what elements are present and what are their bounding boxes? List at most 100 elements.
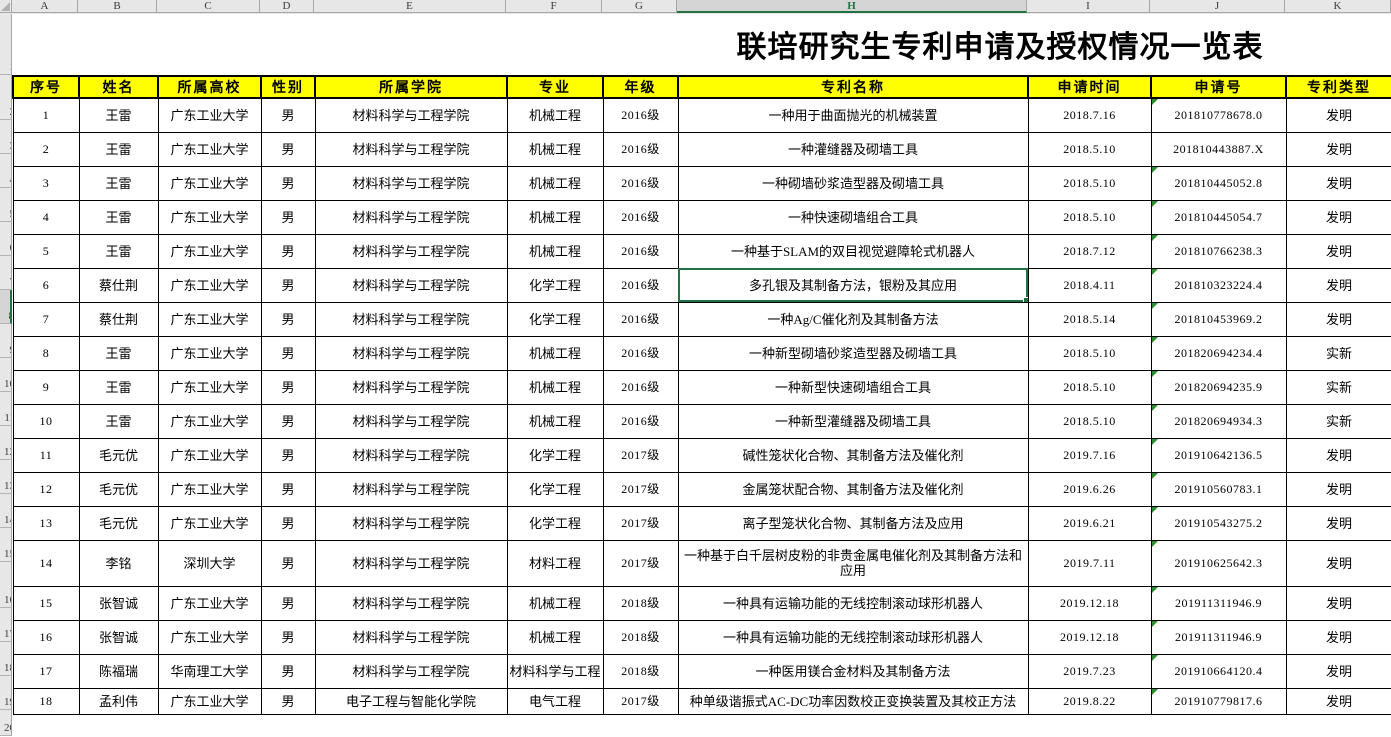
header-patent-type[interactable]: 专利类型 [1286, 76, 1391, 98]
cell-index[interactable]: 16 [13, 620, 79, 654]
cell-grade[interactable]: 2016级 [603, 234, 678, 268]
header-grade[interactable]: 年级 [603, 76, 678, 98]
cell-gender[interactable]: 男 [261, 200, 315, 234]
cell-major[interactable]: 机械工程 [507, 586, 603, 620]
cell-major[interactable]: 机械工程 [507, 166, 603, 200]
row-header-15[interactable]: 15 [0, 528, 12, 562]
cell-apply-date[interactable]: 2018.5.10 [1028, 336, 1151, 370]
cell-patent-name[interactable]: 一种基于白千层树皮粉的非贵金属电催化剂及其制备方法和应用 [678, 540, 1028, 586]
cell-gender[interactable]: 男 [261, 370, 315, 404]
cell-name[interactable]: 王雷 [79, 166, 158, 200]
cell-patent-name[interactable]: 一种基于SLAM的双目视觉避障轮式机器人 [678, 234, 1028, 268]
cell-apply-number[interactable]: 201910642136.5 [1151, 438, 1286, 472]
cell-patent-type[interactable]: 发明 [1286, 302, 1391, 336]
cell-patent-name[interactable]: 碱性笼状化合物、其制备方法及催化剂 [678, 438, 1028, 472]
row-header-2[interactable]: 2 [0, 75, 12, 120]
cell-patent-type[interactable]: 发明 [1286, 234, 1391, 268]
cell-university[interactable]: 广东工业大学 [158, 586, 261, 620]
cell-index[interactable]: 4 [13, 200, 79, 234]
cell-apply-date[interactable]: 2018.5.10 [1028, 166, 1151, 200]
column-header-J[interactable]: J [1150, 0, 1285, 13]
cell-patent-type[interactable]: 发明 [1286, 654, 1391, 688]
cell-grade[interactable]: 2017级 [603, 688, 678, 714]
cell-apply-date[interactable]: 2019.12.18 [1028, 586, 1151, 620]
cell-patent-type[interactable]: 发明 [1286, 268, 1391, 302]
cell-major[interactable]: 材料工程 [507, 540, 603, 586]
cell-patent-name[interactable]: 一种用于曲面抛光的机械装置 [678, 98, 1028, 132]
cell-index[interactable]: 18 [13, 688, 79, 714]
cell-index[interactable]: 7 [13, 302, 79, 336]
cell-major[interactable]: 化学工程 [507, 302, 603, 336]
row-header-5[interactable]: 5 [0, 188, 12, 222]
cell-index[interactable]: 6 [13, 268, 79, 302]
cell-apply-number[interactable]: 201820694234.4 [1151, 336, 1286, 370]
cell-index[interactable]: 9 [13, 370, 79, 404]
cell-name[interactable]: 陈福瑞 [79, 654, 158, 688]
cell-patent-name[interactable]: 一种具有运输功能的无线控制滚动球形机器人 [678, 586, 1028, 620]
cell-grade[interactable]: 2018级 [603, 586, 678, 620]
cell-grade[interactable]: 2016级 [603, 336, 678, 370]
column-header-A[interactable]: A [12, 0, 78, 13]
cell-grade[interactable]: 2017级 [603, 506, 678, 540]
cell-gender[interactable]: 男 [261, 132, 315, 166]
cell-university[interactable]: 广东工业大学 [158, 166, 261, 200]
cell-grade[interactable]: 2016级 [603, 98, 678, 132]
cell-major[interactable]: 化学工程 [507, 506, 603, 540]
cell-apply-date[interactable]: 2019.6.21 [1028, 506, 1151, 540]
cell-patent-type[interactable]: 发明 [1286, 132, 1391, 166]
cell-university[interactable]: 广东工业大学 [158, 98, 261, 132]
cell-apply-number[interactable]: 201820694235.9 [1151, 370, 1286, 404]
cell-apply-date[interactable]: 2018.5.10 [1028, 370, 1151, 404]
cell-apply-number[interactable]: 201910625642.3 [1151, 540, 1286, 586]
header-apply-number[interactable]: 申请号 [1151, 76, 1286, 98]
cell-patent-type[interactable]: 发明 [1286, 98, 1391, 132]
header-gender[interactable]: 性别 [261, 76, 315, 98]
cell-major[interactable]: 化学工程 [507, 268, 603, 302]
cell-patent-type[interactable]: 实新 [1286, 370, 1391, 404]
cell-college[interactable]: 材料科学与工程学院 [315, 98, 507, 132]
cell-university[interactable]: 华南理工大学 [158, 654, 261, 688]
cell-gender[interactable]: 男 [261, 586, 315, 620]
cell-university[interactable]: 广东工业大学 [158, 268, 261, 302]
cell-gender[interactable]: 男 [261, 438, 315, 472]
cell-university[interactable]: 广东工业大学 [158, 234, 261, 268]
cell-grade[interactable]: 2018级 [603, 654, 678, 688]
cell-university[interactable]: 广东工业大学 [158, 302, 261, 336]
cell-grade[interactable]: 2017级 [603, 438, 678, 472]
header-college[interactable]: 所属学院 [315, 76, 507, 98]
cell-name[interactable]: 王雷 [79, 132, 158, 166]
cell-grade[interactable]: 2017级 [603, 472, 678, 506]
row-header-18[interactable]: 18 [0, 642, 12, 676]
cell-gender[interactable]: 男 [261, 336, 315, 370]
cell-name[interactable]: 孟利伟 [79, 688, 158, 714]
cell-major[interactable]: 机械工程 [507, 370, 603, 404]
cell-apply-number[interactable]: 201810778678.0 [1151, 98, 1286, 132]
column-header-H[interactable]: H [677, 0, 1027, 13]
cell-apply-date[interactable]: 2018.7.16 [1028, 98, 1151, 132]
cell-college[interactable]: 材料科学与工程学院 [315, 302, 507, 336]
cell-apply-date[interactable]: 2019.8.22 [1028, 688, 1151, 714]
cell-name[interactable]: 毛元优 [79, 506, 158, 540]
cell-grade[interactable]: 2016级 [603, 166, 678, 200]
header-patent-name[interactable]: 专利名称 [678, 76, 1028, 98]
cell-college[interactable]: 材料科学与工程学院 [315, 438, 507, 472]
cell-university[interactable]: 广东工业大学 [158, 404, 261, 438]
cell-university[interactable]: 广东工业大学 [158, 472, 261, 506]
cell-grade[interactable]: 2016级 [603, 302, 678, 336]
cell-college[interactable]: 材料科学与工程学院 [315, 166, 507, 200]
cell-apply-number[interactable]: 201810445054.7 [1151, 200, 1286, 234]
column-header-E[interactable]: E [314, 0, 506, 13]
cell-gender[interactable]: 男 [261, 688, 315, 714]
cell-name[interactable]: 蔡仕荆 [79, 302, 158, 336]
header-major[interactable]: 专业 [507, 76, 603, 98]
column-header-D[interactable]: D [260, 0, 314, 13]
cell-patent-name[interactable]: 多孔银及其制备方法，银粉及其应用 [678, 268, 1028, 302]
cell-major[interactable]: 化学工程 [507, 472, 603, 506]
cell-patent-type[interactable]: 发明 [1286, 688, 1391, 714]
cell-name[interactable]: 蔡仕荆 [79, 268, 158, 302]
cell-university[interactable]: 深圳大学 [158, 540, 261, 586]
cell-apply-date[interactable]: 2019.7.11 [1028, 540, 1151, 586]
row-header-8[interactable]: 8 [0, 290, 12, 324]
cell-gender[interactable]: 男 [261, 268, 315, 302]
row-header-12[interactable]: 12 [0, 426, 12, 460]
